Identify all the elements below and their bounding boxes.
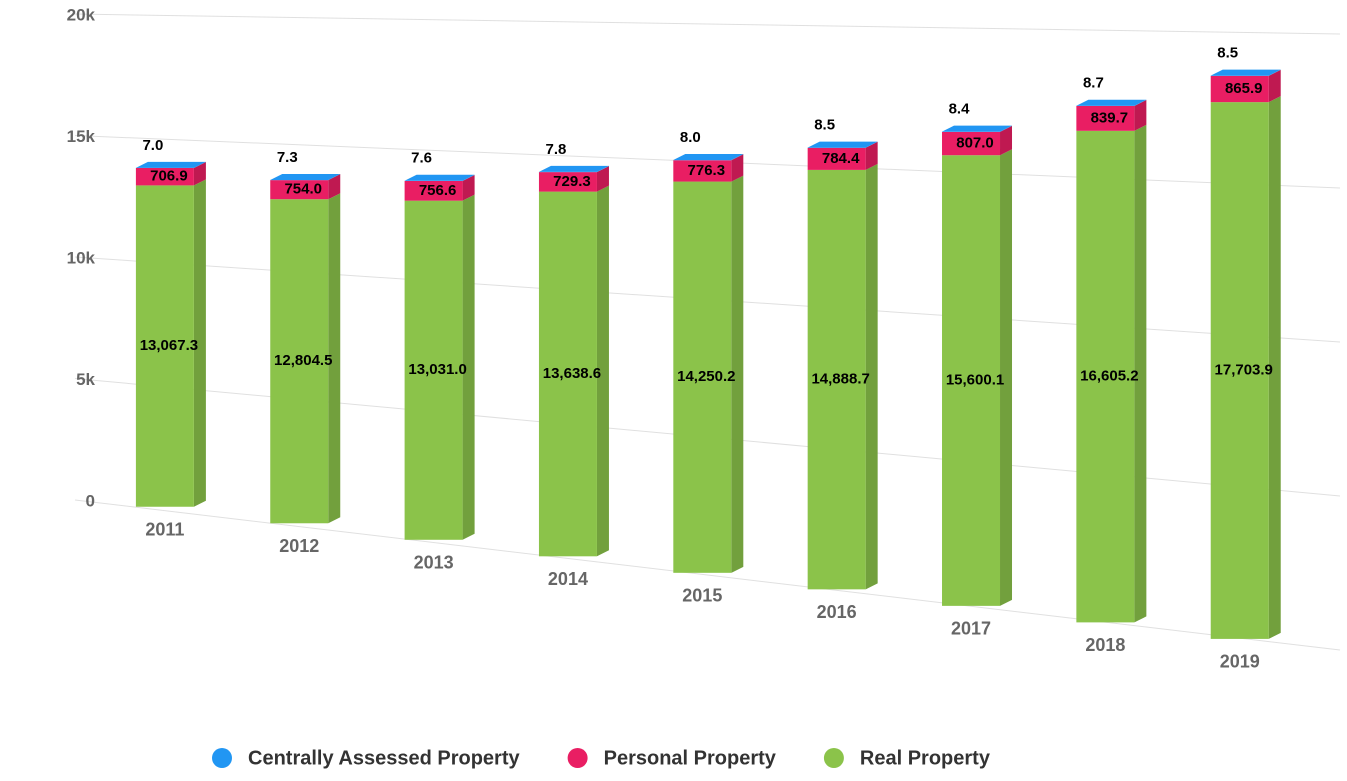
value-label: 865.9 xyxy=(1225,80,1263,97)
x-tick-label: 2013 xyxy=(414,553,454,573)
value-label: 7.6 xyxy=(411,150,432,167)
value-label: 13,031.0 xyxy=(408,361,466,378)
legend: Centrally Assessed Property Personal Prop… xyxy=(212,747,991,769)
value-label: 17,703.9 xyxy=(1215,361,1273,378)
bar-top xyxy=(136,162,206,168)
value-label: 16,605.2 xyxy=(1080,368,1138,385)
x-tick-label: 2016 xyxy=(817,602,857,622)
value-label: 706.9 xyxy=(150,168,188,185)
bar-top xyxy=(673,154,743,160)
value-label: 14,250.2 xyxy=(677,368,735,385)
value-label: 807.0 xyxy=(956,135,994,152)
bar-top xyxy=(942,126,1012,132)
bar-top xyxy=(405,175,475,181)
grid-line xyxy=(75,14,1340,34)
value-label: 8.0 xyxy=(680,129,701,146)
legend-marker xyxy=(568,748,588,768)
x-tick-label: 2019 xyxy=(1220,652,1260,672)
x-tick-label: 2012 xyxy=(279,536,319,556)
y-tick-label: 5k xyxy=(76,370,95,389)
value-label: 784.4 xyxy=(822,150,860,167)
value-label: 756.6 xyxy=(419,182,457,199)
value-label: 12,804.5 xyxy=(274,352,332,369)
value-label: 7.8 xyxy=(546,141,567,158)
value-label: 15,600.1 xyxy=(946,372,1004,389)
x-tick-label: 2017 xyxy=(951,619,991,639)
value-label: 839.7 xyxy=(1091,109,1129,126)
legend-label: Real Property xyxy=(860,747,991,769)
value-label: 13,638.6 xyxy=(543,365,601,382)
legend-label: Personal Property xyxy=(604,747,777,769)
y-tick-label: 10k xyxy=(67,248,96,267)
bar-top xyxy=(270,174,340,180)
value-label: 13,067.3 xyxy=(140,337,198,354)
bar-top xyxy=(808,142,878,148)
legend-marker xyxy=(212,748,232,768)
value-label: 8.4 xyxy=(949,101,971,118)
value-label: 776.3 xyxy=(688,162,726,179)
value-label: 14,888.7 xyxy=(811,371,869,388)
bar-top xyxy=(1076,100,1146,106)
y-tick-label: 20k xyxy=(67,5,96,24)
value-label: 7.3 xyxy=(277,149,298,166)
x-tick-label: 2015 xyxy=(682,586,722,606)
legend-label: Centrally Assessed Property xyxy=(248,747,520,769)
value-label: 8.5 xyxy=(814,117,835,134)
value-label: 7.0 xyxy=(142,137,163,154)
y-tick-label: 0 xyxy=(86,491,95,510)
legend-marker xyxy=(824,748,844,768)
x-tick-label: 2011 xyxy=(145,520,184,540)
value-label: 729.3 xyxy=(553,173,591,190)
value-label: 754.0 xyxy=(284,181,322,198)
value-label: 8.7 xyxy=(1083,75,1104,92)
x-tick-label: 2014 xyxy=(548,569,588,589)
y-tick-label: 15k xyxy=(67,127,96,146)
x-tick-label: 2018 xyxy=(1085,635,1125,655)
bar-top xyxy=(1211,70,1281,76)
value-label: 8.5 xyxy=(1217,45,1238,62)
bar-top xyxy=(539,166,609,172)
